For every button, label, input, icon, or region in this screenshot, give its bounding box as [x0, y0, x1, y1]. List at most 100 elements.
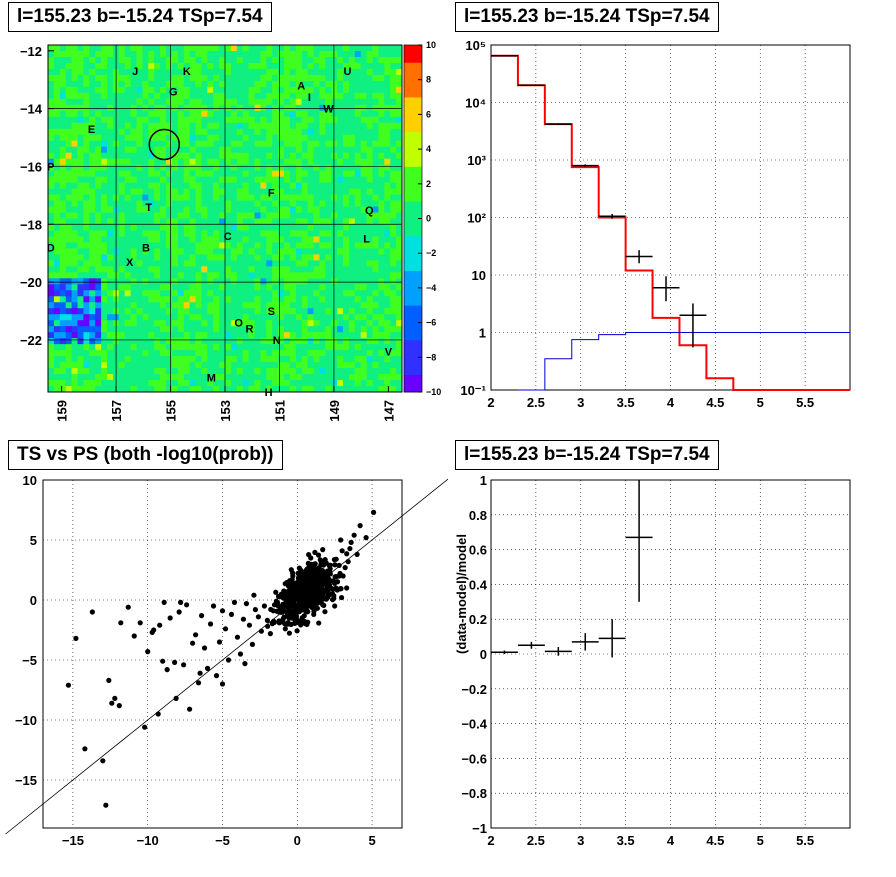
heatmap-cell [201, 170, 208, 178]
heatmap-cell [107, 152, 114, 160]
heatmap-cell [207, 356, 214, 363]
heatmap-cell [83, 50, 90, 58]
heatmap-cell [384, 170, 391, 178]
scatter-point [311, 561, 317, 567]
heatmap-cell [183, 158, 190, 166]
heatmap-cell [325, 278, 332, 285]
heatmap-cell [366, 98, 373, 106]
heatmap-cell [160, 296, 167, 303]
heatmap-cell [207, 260, 214, 267]
heatmap-cell [148, 314, 155, 321]
heatmap-cell [284, 80, 291, 88]
heatmap-cell [295, 332, 303, 339]
heatmap-cell [177, 122, 185, 130]
heatmap-cell [53, 98, 61, 106]
heatmap-cell [225, 308, 232, 315]
heatmap-cell [354, 146, 362, 154]
source-label: F [268, 187, 275, 199]
heatmap-cell [177, 158, 185, 166]
heatmap-cell [166, 98, 173, 106]
heatmap-cell [236, 266, 244, 273]
heatmap-cell [372, 86, 379, 94]
heatmap-cell [331, 200, 338, 207]
scatter-point [315, 552, 322, 558]
heatmap-cell [183, 176, 190, 183]
heatmap-cell [48, 356, 55, 363]
heatmap-cell [219, 122, 226, 130]
heatmap-cell [71, 176, 78, 183]
heatmap-cell [319, 272, 326, 279]
heatmap-cell [284, 62, 291, 70]
heatmap-cell [236, 56, 244, 64]
heatmap-cell [354, 272, 362, 279]
heatmap-cell [48, 206, 55, 213]
heatmap-cell [95, 314, 102, 321]
heatmap-cell [136, 206, 143, 213]
heatmap-cell [325, 290, 332, 297]
heatmap-cell [337, 182, 344, 189]
heatmap-cell [107, 92, 114, 100]
heatmap-cell [59, 296, 67, 303]
heatmap-cell [354, 224, 362, 231]
heatmap-cell [248, 386, 255, 393]
heatmap-cell [48, 212, 55, 219]
heatmap-cell [107, 188, 114, 195]
heatmap-cell [124, 350, 131, 357]
heatmap-cell [378, 50, 385, 58]
heatmap-cell [284, 68, 291, 76]
heatmap-cell [254, 152, 261, 160]
heatmap-cell [230, 272, 238, 279]
heatmap-cell [201, 158, 208, 166]
heatmap-cell [319, 230, 326, 237]
heatmap-cell [154, 182, 161, 189]
heatmap-cell [225, 224, 232, 231]
scatter-point [252, 607, 259, 613]
heatmap-cell [313, 98, 320, 106]
heatmap-cell [201, 152, 208, 160]
heatmap-cell [77, 98, 84, 106]
heatmap-cell [242, 368, 249, 375]
heatmap-cell [331, 62, 338, 70]
heatmap-cell [313, 332, 320, 339]
colorbar-cell [404, 97, 422, 107]
plot-frame [490, 44, 851, 391]
heatmap-cell [201, 308, 208, 315]
heatmap-cell [89, 74, 96, 82]
heatmap-cell [295, 356, 303, 363]
reference-line [5, 473, 455, 835]
heatmap-cell [384, 68, 391, 76]
heatmap-cell [354, 194, 362, 201]
heatmap-cell [154, 254, 161, 261]
heatmap-cell [171, 368, 179, 375]
heatmap-cell [71, 182, 78, 189]
heatmap-cell [171, 356, 179, 363]
heatmap-cell [160, 290, 167, 297]
heatmap-cell [130, 188, 137, 195]
heatmap-cell [396, 146, 403, 154]
heatmap-cell [343, 356, 350, 363]
heatmap-cell [289, 45, 297, 52]
heatmap-cell [266, 80, 273, 88]
heatmap-cell [171, 128, 179, 136]
heatmap-cell [118, 50, 126, 58]
heatmap-cell [390, 68, 397, 76]
heatmap-cell [325, 146, 332, 154]
heatmap-cell [142, 98, 149, 106]
heatmap-cell [171, 45, 179, 52]
heatmap-cell [289, 188, 297, 195]
heatmap-cell [77, 218, 84, 225]
heatmap-cell [248, 170, 255, 178]
heatmap-cell [130, 176, 137, 183]
heatmap-cell [319, 248, 326, 255]
heatmap-cell [313, 45, 320, 52]
heatmap-cell [278, 158, 285, 166]
heatmap-cell [71, 128, 78, 136]
heatmap-cell [266, 362, 273, 369]
heatmap-cell [166, 236, 173, 243]
heatmap-cell [207, 290, 214, 297]
heatmap-cell [89, 308, 96, 315]
heatmap-cell [136, 248, 143, 255]
heatmap-cell [124, 98, 131, 106]
heatmap-cell [337, 50, 344, 58]
heatmap-cell [136, 104, 143, 112]
